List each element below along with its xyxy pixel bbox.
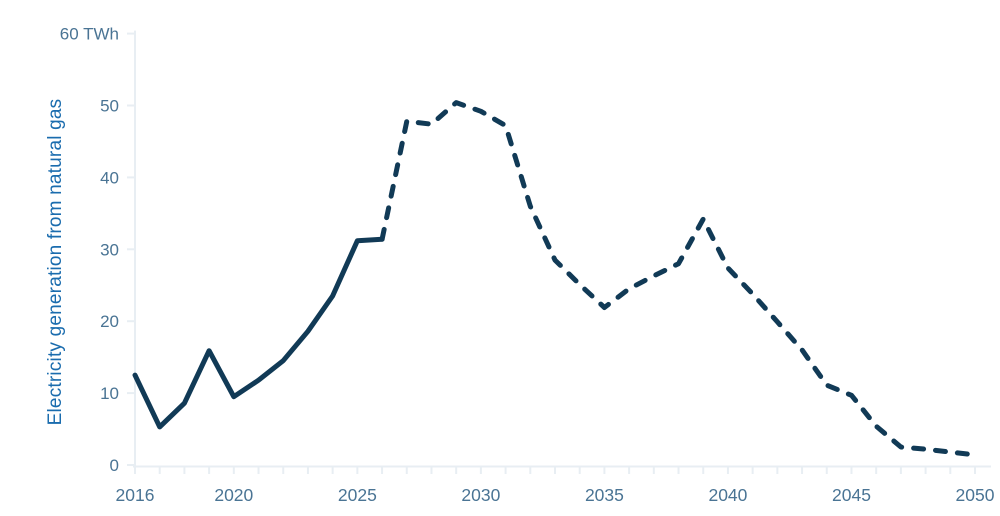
x-tick-label: 2050 <box>956 485 995 505</box>
y-tick-label: 0 <box>110 456 119 475</box>
y-tick-label: 20 <box>100 312 119 331</box>
x-tick-label: 2016 <box>116 485 155 505</box>
y-tick-label: 30 <box>100 240 119 259</box>
projection-line <box>379 100 978 458</box>
y-tick-label: 10 <box>100 384 119 403</box>
x-tick-label: 2020 <box>214 485 253 505</box>
x-tick-label: 2045 <box>832 485 871 505</box>
y-axis-title: Electricity generation from natural gas <box>45 98 66 426</box>
x-tick-label: 2030 <box>461 485 500 505</box>
x-tick-label: 2035 <box>585 485 624 505</box>
y-tick-label: 60 TWh <box>60 25 119 44</box>
historical-line <box>132 236 385 430</box>
x-tick-label: 2040 <box>708 485 747 505</box>
x-tick-label: 2025 <box>338 485 377 505</box>
y-tick-label: 50 <box>100 97 119 116</box>
y-tick-label: 40 <box>100 168 119 187</box>
